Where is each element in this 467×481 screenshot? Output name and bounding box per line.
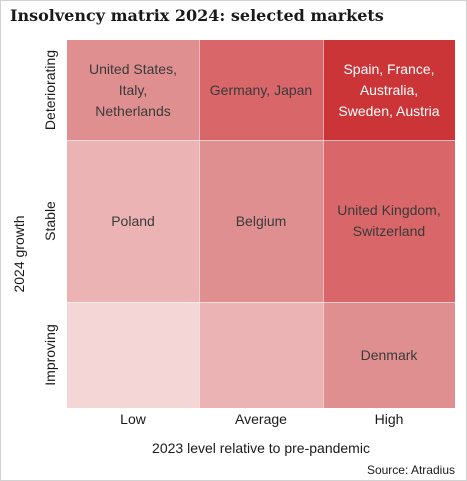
row-divider (67, 140, 455, 141)
cell-label: Belgium (235, 212, 287, 229)
cell-label: Denmark (360, 346, 418, 363)
matrix-cell-deteriorating-average: Germany, Japan (199, 40, 323, 140)
row-divider (67, 302, 455, 303)
matrix-cell-improving-low (67, 302, 199, 408)
x-tick-high: High (374, 411, 404, 427)
matrix-cell-stable-high: United Kingdom, Switzerland (323, 140, 455, 302)
matrix-cell-stable-average: Belgium (199, 140, 323, 302)
chart-title: Insolvency matrix 2024: selected markets (10, 6, 384, 25)
cell-label: United States, Italy, Netherlands (89, 60, 177, 119)
matrix-cell-deteriorating-low: United States, Italy, Netherlands (67, 40, 199, 140)
x-tick-low: Low (120, 411, 146, 427)
y-tick-deteriorating: Deteriorating (42, 49, 58, 131)
column-divider (323, 40, 324, 408)
matrix-cell-improving-average (199, 302, 323, 408)
insolvency-matrix: United States, Italy, Netherlands Germany… (67, 40, 455, 408)
column-divider (199, 40, 200, 408)
cell-label: United Kingdom, Switzerland (337, 202, 441, 239)
x-tick-average: Average (235, 411, 287, 427)
matrix-cell-stable-low: Poland (67, 140, 199, 302)
source-note: Source: Atradius (366, 463, 455, 477)
matrix-cell-improving-high: Denmark (323, 302, 455, 408)
cell-label: Germany, Japan (209, 81, 313, 98)
y-tick-improving: Improving (42, 324, 58, 386)
y-axis-title: 2024 growth (11, 215, 27, 293)
y-tick-stable: Stable (42, 201, 58, 241)
cell-label: Poland (111, 212, 155, 229)
matrix-cell-deteriorating-high: Spain, France, Australia, Sweden, Austri… (323, 40, 455, 140)
cell-label: Spain, France, Australia, Sweden, Austri… (338, 60, 440, 119)
x-axis-title: 2023 level relative to pre-pandemic (152, 440, 370, 456)
